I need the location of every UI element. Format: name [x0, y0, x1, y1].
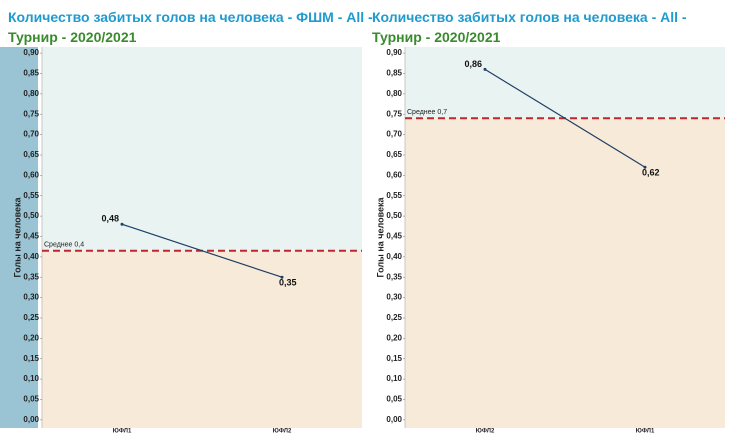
y-tick-label: 0,80 — [386, 89, 402, 98]
x-tick-label: ЮФЛ2 — [476, 429, 495, 435]
y-tick-label: 0,00 — [23, 415, 39, 424]
y-tick-label: 0,80 — [23, 89, 39, 98]
point — [280, 275, 284, 279]
y-tick-label: 0,90 — [23, 48, 39, 57]
y-tick-label: 0,70 — [386, 130, 402, 139]
x-tick-label: ЮФЛ2 — [273, 429, 292, 435]
y-tick-label: 0,65 — [386, 150, 402, 159]
title-part: Количество забитых голов на человека - A… — [372, 9, 687, 25]
chart-title: Количество забитых голов на человека - Ф… — [8, 9, 373, 45]
axis-band — [0, 47, 38, 428]
value-label: 0,35 — [279, 278, 297, 288]
y-tick-label: 0,70 — [23, 130, 39, 139]
y-tick-label: 0,35 — [386, 272, 402, 281]
plot-bg-above — [405, 47, 725, 119]
value-label: 0,48 — [101, 214, 119, 224]
y-tick-label: 0,55 — [386, 191, 402, 200]
y-tick-label: 0,15 — [23, 354, 39, 363]
point — [643, 165, 647, 169]
title-part: Турнир - 2020/2021 — [372, 29, 501, 45]
y-tick-label: 0,40 — [23, 252, 39, 261]
y-tick-label: 0,10 — [386, 374, 402, 383]
y-tick-label: 0,60 — [23, 170, 39, 179]
plot-bg-below — [42, 250, 362, 428]
y-tick-label: 0,50 — [386, 211, 402, 220]
x-tick-label: ЮФЛ1 — [113, 429, 132, 435]
y-tick-label: 0,25 — [23, 313, 39, 322]
reference-label: Среднее 0,7 — [407, 109, 447, 116]
y-tick-label: 0,85 — [23, 69, 39, 78]
y-tick-label: 0,30 — [23, 293, 39, 302]
y-tick-label: 0,15 — [386, 354, 402, 363]
y-tick-label: 0,75 — [386, 109, 402, 118]
y-tick-label: 0,30 — [386, 293, 402, 302]
value-label: 0,86 — [464, 59, 482, 69]
y-tick-label: 0,85 — [386, 69, 402, 78]
y-tick-label: 0,50 — [23, 211, 39, 220]
y-tick-label: 0,20 — [23, 333, 39, 342]
y-tick-label: 0,45 — [386, 232, 402, 241]
title-part: Турнир - 2020/2021 — [8, 29, 137, 45]
y-tick-label: 0,10 — [23, 374, 39, 383]
y-tick-label: 0,35 — [23, 272, 39, 281]
plot-bg-above — [42, 47, 362, 251]
chart-title: Количество забитых голов на человека - A… — [372, 9, 687, 45]
y-tick-label: 0,00 — [386, 415, 402, 424]
y-tick-label: 0,75 — [23, 109, 39, 118]
y-tick-label: 0,45 — [23, 232, 39, 241]
y-tick-label: 0,40 — [386, 252, 402, 261]
value-label: 0,62 — [642, 168, 660, 178]
reference-label: Среднее 0,4 — [44, 242, 84, 249]
y-tick-label: 0,05 — [23, 395, 39, 404]
y-tick-label: 0,55 — [23, 191, 39, 200]
y-tick-label: 0,60 — [386, 170, 402, 179]
title-part: Количество забитых голов на человека - Ф… — [8, 9, 373, 25]
y-axis-label: Голы на человека — [375, 196, 385, 277]
y-tick-label: 0,20 — [386, 333, 402, 342]
point — [483, 67, 487, 71]
y-tick-label: 0,90 — [386, 48, 402, 57]
y-tick-label: 0,05 — [386, 395, 402, 404]
y-tick-label: 0,25 — [386, 313, 402, 322]
point — [120, 222, 124, 226]
x-tick-label: ЮФЛ1 — [636, 429, 655, 435]
plot-bg-below — [405, 118, 725, 429]
y-tick-label: 0,65 — [23, 150, 39, 159]
line — [484, 68, 646, 168]
line — [121, 223, 283, 278]
y-axis-label: Голы на человека — [12, 196, 22, 277]
